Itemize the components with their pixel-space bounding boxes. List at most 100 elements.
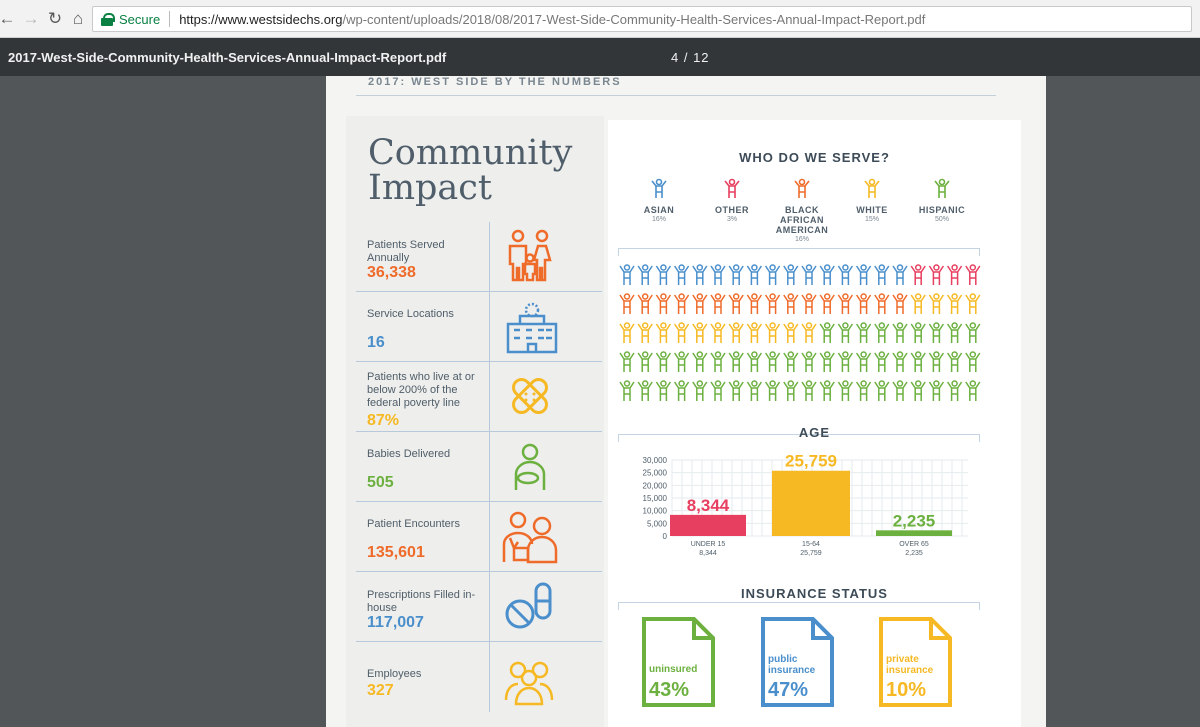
- person-figure: [910, 351, 926, 372]
- stat-row-locations: Service Locations 16: [356, 292, 602, 362]
- person-figure: [946, 351, 963, 372]
- person-figure: [928, 264, 945, 285]
- y-tick-label: 20,000: [643, 481, 668, 490]
- legend-name: OTHER: [715, 205, 749, 215]
- doctor-patient-icon: [502, 511, 558, 564]
- bandage-icon: [512, 378, 548, 414]
- person-figure: [892, 293, 908, 314]
- pdf-page: 2017: WEST SIDE BY THE NUMBERS Community…: [326, 76, 1046, 727]
- person-figure: [837, 351, 854, 372]
- legend-name-line-3: AMERICAN: [775, 225, 829, 235]
- person-figure: [764, 322, 781, 343]
- person-figure: [801, 293, 817, 314]
- person-figure: [764, 293, 781, 314]
- person-figure: [874, 380, 890, 401]
- age-bar-chart: 30,000 25,000 20,000 15,000 10,000 5,000 0 8,34…: [643, 452, 968, 557]
- insurance-pct: 47%: [768, 679, 809, 701]
- url-input[interactable]: Secure https://www.westsidechs.org/wp-co…: [92, 6, 1192, 32]
- insurance-label: uninsured: [649, 664, 697, 675]
- back-arrow-icon[interactable]: ←: [0, 9, 16, 28]
- stat-label: Service Locations: [367, 308, 454, 320]
- reload-icon[interactable]: ↻: [47, 9, 63, 28]
- clinic-building-icon: [506, 302, 558, 354]
- person-figure: [764, 380, 781, 401]
- row-divider: [489, 362, 490, 432]
- y-tick-label: 10,000: [643, 507, 668, 516]
- stat-row-babies: Babies Delivered 505: [356, 432, 602, 502]
- page-header: 2017: WEST SIDE BY THE NUMBERS: [368, 76, 622, 88]
- person-figure: [801, 264, 817, 285]
- person-figure: [965, 322, 981, 343]
- home-icon[interactable]: ⌂: [72, 9, 84, 28]
- stat-label: Prescriptions Filled in-house: [367, 589, 476, 614]
- stat-value: 16: [367, 334, 385, 351]
- insurance-label-line-2: insurance: [886, 665, 934, 676]
- person-figure: [965, 380, 981, 401]
- person-figure: [892, 351, 908, 372]
- person-figure: [874, 264, 890, 285]
- legend-pct: 15%: [864, 216, 879, 223]
- insurance-bracket: [618, 602, 980, 610]
- person-figure: [855, 293, 872, 314]
- person-figure: [910, 293, 926, 314]
- person-figure: [764, 264, 781, 285]
- stat-label: Patients who live at or below 200% of th…: [367, 371, 475, 409]
- legend-white: WHITE 15%: [832, 178, 912, 224]
- stat-row-patients: Patients Served Annually 36,338: [356, 222, 602, 292]
- person-figure: [910, 264, 926, 285]
- person-figure: [619, 293, 635, 314]
- person-figure: [637, 380, 653, 401]
- demographics-panel: WHO DO WE SERVE? ASIAN 16% OTHER 3% BLAC…: [608, 120, 1021, 727]
- document-icon: [642, 617, 715, 707]
- person-figure: [874, 351, 890, 372]
- stat-label: Patient Encounters: [367, 518, 460, 530]
- legend-name-line-2: AFRICAN: [780, 215, 824, 225]
- stat-value: 117,007: [367, 614, 424, 631]
- row-divider: [489, 642, 490, 712]
- person-figure: [837, 264, 854, 285]
- y-tick-label: 5,000: [647, 519, 668, 528]
- person-figure: [637, 322, 653, 343]
- person-icon: [864, 178, 880, 198]
- person-figure: [710, 264, 726, 285]
- person-figure: [655, 322, 672, 343]
- row-divider: [489, 432, 490, 502]
- insurance-label-line-1: uninsured: [649, 664, 698, 675]
- pdf-page-indicator[interactable]: 4 / 12: [671, 50, 710, 65]
- age-bracket: [618, 434, 980, 442]
- person-figure: [692, 380, 708, 401]
- bar-value-label: 25,759: [785, 452, 837, 471]
- person-figure: [710, 351, 726, 372]
- insurance-pct: 43%: [649, 679, 690, 701]
- bar-over-65: [876, 530, 952, 536]
- person-figure: [710, 380, 726, 401]
- person-figure: [783, 351, 799, 372]
- insurance-card-private: private insurance 10%: [878, 616, 953, 708]
- person-figure: [892, 264, 908, 285]
- person-figure: [783, 380, 799, 401]
- bar-15-64: [772, 470, 850, 536]
- person-figure: [946, 380, 963, 401]
- person-figure: [728, 380, 744, 401]
- person-figure: [783, 264, 799, 285]
- forward-arrow-icon[interactable]: →: [22, 9, 40, 28]
- stat-row-encounters: Patient Encounters 135,601: [356, 502, 602, 572]
- stat-row-prescriptions: Prescriptions Filled in-house 117,007: [356, 572, 602, 642]
- person-figure: [692, 351, 708, 372]
- row-divider: [489, 572, 490, 642]
- stat-value: 327: [367, 682, 394, 699]
- y-tick-label: 30,000: [643, 456, 668, 465]
- person-figure: [801, 322, 817, 343]
- person-figure: [892, 380, 908, 401]
- person-figure: [892, 322, 908, 343]
- person-figure: [928, 380, 945, 401]
- category-sub-label: 8,344: [699, 550, 717, 557]
- insurance-card-public: public insurance 47%: [760, 616, 835, 708]
- y-tick-label: 0: [663, 532, 668, 541]
- document-icon: [879, 617, 952, 707]
- legend-pct: 16%: [794, 236, 809, 243]
- person-figure: [819, 322, 835, 343]
- y-tick-label: 25,000: [643, 469, 668, 478]
- person-figure: [692, 322, 708, 343]
- person-figure: [819, 264, 835, 285]
